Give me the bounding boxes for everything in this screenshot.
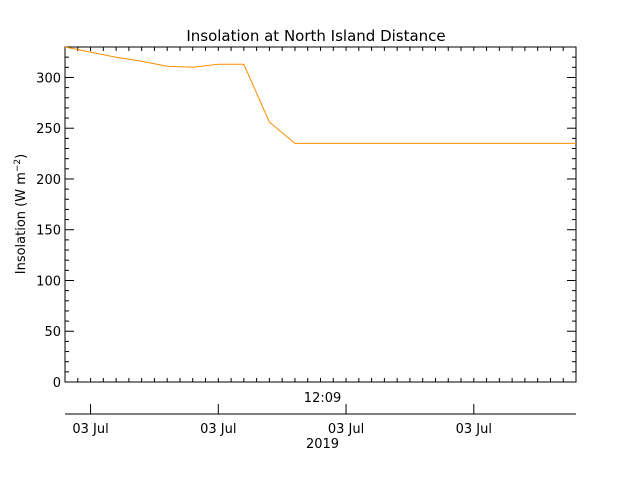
y-tick-label: 100 — [36, 274, 61, 289]
x-tick-label: 03 Jul — [456, 422, 492, 437]
series-line — [64, 46, 576, 144]
plot-area — [64, 46, 577, 383]
x-axis: 03 Jul 03 Jul 03 Jul 03 Jul — [72, 47, 564, 437]
y-axis-label-superscript: −2 — [13, 159, 23, 172]
x-tick-label: 03 Jul — [200, 422, 236, 437]
year-label: 2019 — [306, 437, 339, 452]
y-axis: 0 50 100 150 200 250 300 — [36, 46, 576, 391]
y-tick-label: 250 — [36, 122, 61, 137]
time-axis-label: 12:09 — [304, 391, 341, 406]
x-tick-label: 03 Jul — [72, 422, 108, 437]
y-axis-label-close: ) — [14, 154, 29, 159]
y-tick-label: 300 — [36, 71, 61, 86]
chart-title: Insolation at North Island Distance — [186, 27, 445, 45]
y-tick-label: 0 — [53, 376, 61, 391]
x-tick-label: 03 Jul — [328, 422, 364, 437]
y-tick-label: 200 — [36, 173, 61, 188]
y-axis-label: Insolation (W m−2) — [13, 154, 29, 275]
y-tick-label: 50 — [44, 325, 61, 340]
series-layer — [64, 46, 576, 144]
y-tick-label: 150 — [36, 224, 61, 239]
